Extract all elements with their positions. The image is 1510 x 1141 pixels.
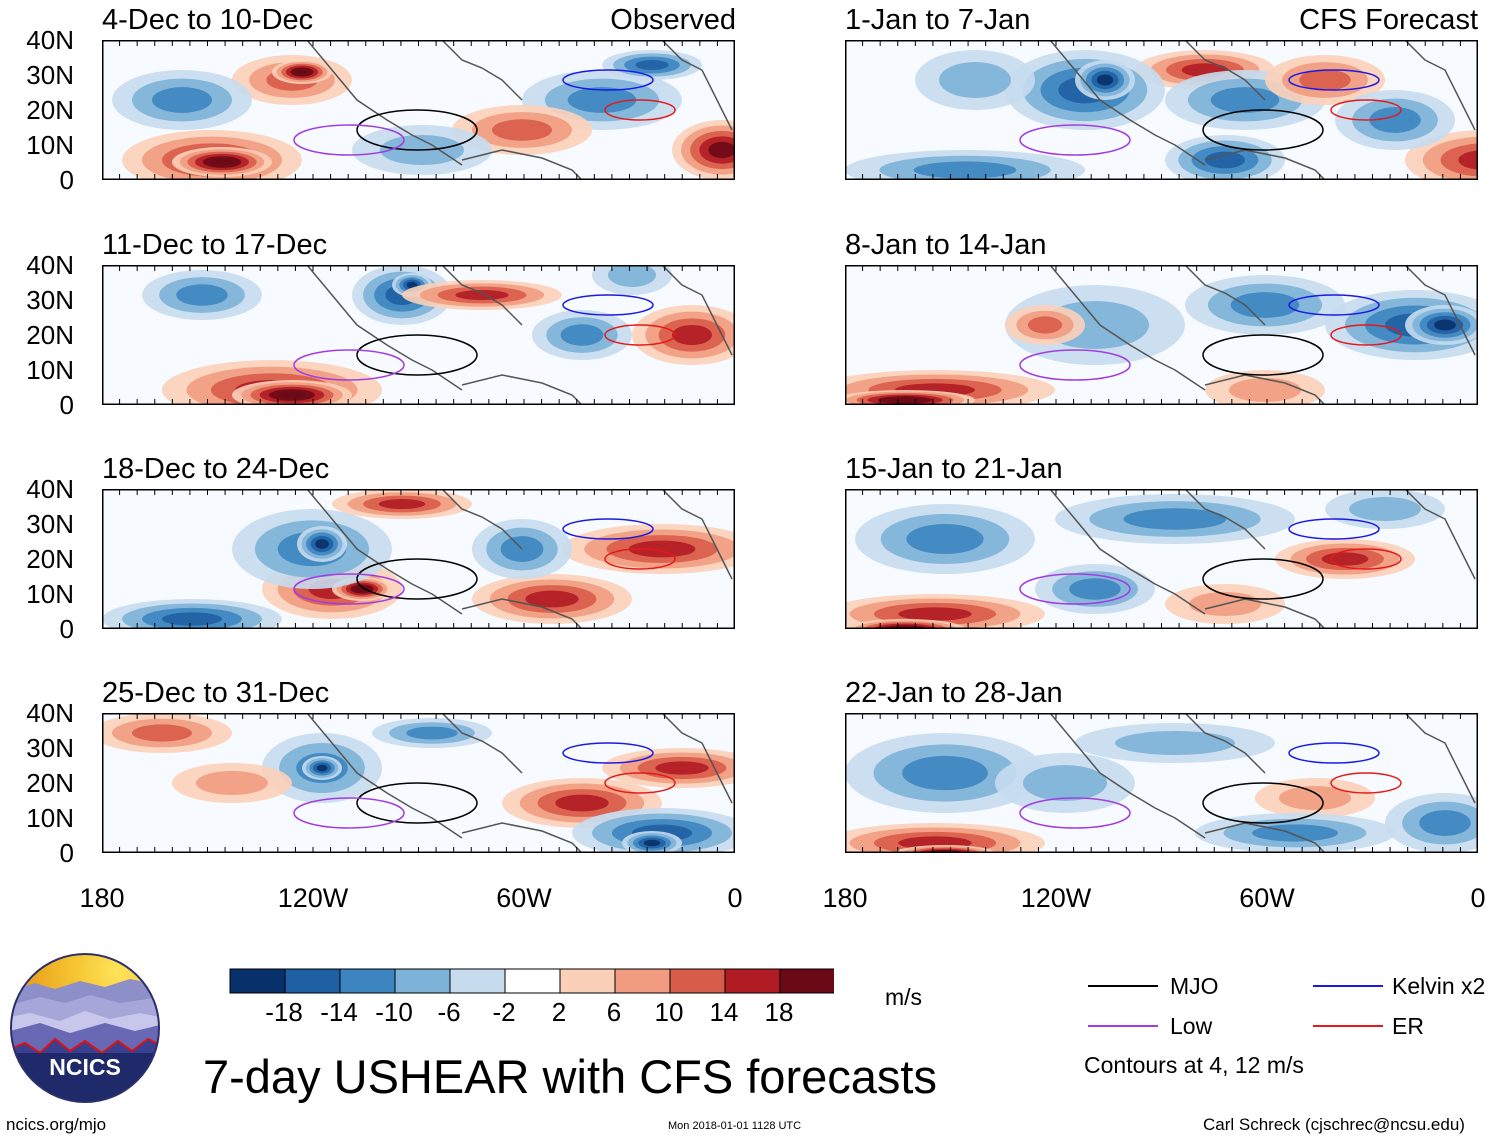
colorbar-tick-label: -6 (437, 997, 461, 1027)
legend-label-er: ER (1392, 1013, 1424, 1039)
map-panel-fc-1 (845, 40, 1478, 180)
lat-label: 10N (26, 355, 74, 385)
colorbar-swatch (779, 968, 834, 994)
lat-label: 0 (59, 838, 74, 868)
map-panel-obs-4 (102, 713, 735, 853)
map-panel-fc-3 (845, 489, 1478, 629)
colorbar-tick-label: 6 (606, 997, 622, 1027)
lat-label: 20N (26, 320, 74, 350)
colorbar-tick-label: -10 (375, 997, 413, 1027)
legend-line-kelvin (1313, 985, 1383, 987)
colorbar-swatch (559, 968, 616, 994)
colorbar-swatch (669, 968, 726, 994)
map-panel-obs-1 (102, 40, 735, 180)
panel-title-obs-4: 25-Dec to 31-Dec (102, 677, 330, 709)
lat-label: 20N (26, 544, 74, 574)
lat-label: 10N (26, 130, 74, 160)
colorbar-tick-label: 18 (764, 997, 794, 1027)
observed-label: Observed (610, 4, 736, 36)
colorbar-swatch (284, 968, 341, 994)
legend-label-kelvin: Kelvin x2 (1392, 973, 1486, 999)
lat-label: 10N (26, 803, 74, 833)
panel-title-fc-4: 22-Jan to 28-Jan (845, 677, 1063, 709)
colorbar-tick-label: 14 (709, 997, 739, 1027)
colorbar-tick-label: -2 (492, 997, 516, 1027)
lon-label-left-0: 0 (727, 883, 743, 913)
colorbar-swatch (614, 968, 671, 994)
cfs-forecast-label: CFS Forecast (1299, 4, 1478, 36)
legend-label-mjo: MJO (1170, 973, 1219, 999)
lon-label-right-60w: 60W (1239, 883, 1295, 913)
page-title: 7-day USHEAR with CFS forecasts (203, 1050, 937, 1103)
colorbar-swatch (339, 968, 396, 994)
lon-label-right-180: 180 (822, 883, 868, 913)
panel-title-fc-3: 15-Jan to 21-Jan (845, 453, 1063, 485)
lat-label: 0 (59, 165, 74, 195)
footer-timestamp: Mon 2018-01-01 1128 UTC (668, 1120, 802, 1132)
legend-line-er (1313, 1025, 1383, 1027)
legend-line-mjo (1088, 985, 1158, 987)
lat-label: 30N (26, 733, 74, 763)
colorbar-swatch (724, 968, 781, 994)
footer-credit: Carl Schreck (cjschrec@ncsu.edu) (1203, 1115, 1465, 1134)
lat-label: 0 (59, 390, 74, 420)
panel-title-obs-1: 4-Dec to 10-Dec (102, 4, 314, 36)
legend-line-low (1088, 1025, 1158, 1027)
lon-label-left-180: 180 (79, 883, 125, 913)
map-panel-obs-3 (102, 489, 735, 629)
colorbar-tick-label: 10 (654, 997, 684, 1027)
lat-label: 30N (26, 509, 74, 539)
logo-text: NCICS (49, 1054, 121, 1080)
lon-label-right-0: 0 (1470, 883, 1486, 913)
map-panel-fc-4 (845, 713, 1478, 853)
legend-label-low: Low (1170, 1013, 1213, 1039)
lon-label-left-60w: 60W (496, 883, 552, 913)
panel-title-fc-1: 1-Jan to 7-Jan (845, 4, 1031, 36)
colorbar-tick-label: -14 (320, 997, 358, 1027)
lat-label: 20N (26, 95, 74, 125)
colorbar (229, 968, 834, 994)
colorbar-swatch (504, 968, 561, 994)
lat-label: 0 (59, 614, 74, 644)
legend-note: Contours at 4, 12 m/s (1084, 1052, 1304, 1078)
panel-title-obs-2: 11-Dec to 17-Dec (102, 229, 328, 261)
colorbar-swatch (394, 968, 451, 994)
lat-label: 40N (26, 250, 74, 280)
footer-url[interactable]: ncics.org/mjo (6, 1115, 107, 1134)
ncics-logo[interactable]: NCICS (10, 953, 160, 1103)
lat-label: 30N (26, 60, 74, 90)
lat-label: 40N (26, 474, 74, 504)
map-panel-fc-2 (845, 265, 1478, 405)
lat-label: 10N (26, 579, 74, 609)
panel-title-obs-3: 18-Dec to 24-Dec (102, 453, 330, 485)
colorbar-tick-label: -18 (265, 997, 303, 1027)
lat-label: 40N (26, 25, 74, 55)
colorbar-swatch (449, 968, 506, 994)
lon-label-left-120w: 120W (277, 883, 349, 913)
lat-label: 40N (26, 698, 74, 728)
colorbar-unit: m/s (885, 984, 923, 1010)
panel-title-fc-2: 8-Jan to 14-Jan (845, 229, 1047, 261)
colorbar-tick-label: 2 (551, 997, 567, 1027)
lat-label: 20N (26, 768, 74, 798)
colorbar-swatch (229, 968, 286, 994)
lon-label-right-120w: 120W (1020, 883, 1092, 913)
lat-label: 30N (26, 285, 74, 315)
map-panel-obs-2 (102, 265, 735, 405)
